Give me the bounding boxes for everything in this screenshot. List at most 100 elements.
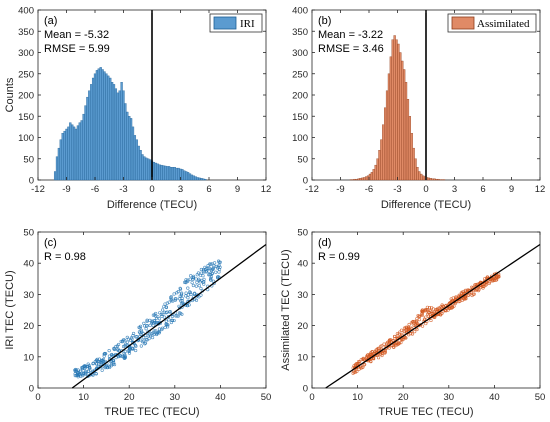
panel-d-xtick-label: 30 <box>444 392 455 403</box>
panel-c-point <box>161 308 165 312</box>
panel-b-bar <box>410 133 413 181</box>
panel-c-point <box>82 372 86 376</box>
panel-a-bar <box>109 77 112 181</box>
panel-c-point <box>163 325 167 330</box>
panel-d-point <box>407 326 411 330</box>
panel-c-point <box>128 338 133 342</box>
panel-c-point <box>201 280 205 284</box>
panel-a-bar <box>122 90 125 181</box>
panel-d-point <box>481 286 485 290</box>
panel-a-bar <box>156 163 159 181</box>
panel-d-point <box>372 357 376 361</box>
panel-c-point <box>91 362 95 366</box>
panel-a-bar <box>158 164 161 181</box>
panel-b-bar <box>435 178 438 181</box>
panel-c-point <box>139 328 143 332</box>
panel-c-point <box>167 318 171 322</box>
panel-a-bar <box>71 124 74 181</box>
panel-a-bar <box>103 71 106 181</box>
panel-b-mean: Mean = -3.22 <box>318 29 383 41</box>
panel-d-point <box>466 293 470 298</box>
panel-a-marks: -12 -9 -6 -3 0 3 6 9 12 0 50 100 150 200 250 300 350 400 <box>18 6 271 196</box>
panel-c-point <box>125 340 129 344</box>
panel-a-bar <box>167 166 171 181</box>
panel-a-xtick-label: 12 <box>261 184 272 195</box>
panel-b-ytick-label: 50 <box>297 154 308 165</box>
panel-d-xtick-label: 10 <box>352 392 363 403</box>
panel-c-point <box>83 364 87 368</box>
panel-a-bar <box>112 84 116 181</box>
panel-c-point <box>208 262 212 266</box>
panel-b-bar <box>414 158 417 181</box>
panel-b-ytick-label: 100 <box>292 133 308 144</box>
panel-a-bar <box>171 167 175 181</box>
panel-a-bar <box>80 120 83 181</box>
panel-c-point <box>97 359 101 364</box>
panel-c-point <box>150 335 155 340</box>
panel-c-point <box>139 344 143 348</box>
panel-c-xtick-label: 10 <box>78 392 89 403</box>
panel-d-point <box>457 293 461 297</box>
panel-c-point <box>211 279 216 283</box>
panel-c-point <box>191 277 195 282</box>
panel-a-xtick-label: -9 <box>62 184 70 195</box>
panel-b-ytick-label: 0 <box>303 176 308 187</box>
panel-a-bar <box>143 156 146 181</box>
panel-c-point <box>169 295 173 299</box>
panel-c-point <box>172 292 176 296</box>
panel-a-ytick-label: 0 <box>29 176 34 187</box>
panel-a-bar <box>188 173 192 181</box>
panel-d-point <box>492 278 497 282</box>
panel-a-bar <box>175 167 178 181</box>
panel-b-bar <box>380 139 383 181</box>
panel-c-point <box>107 365 112 370</box>
panel-c-point <box>164 319 168 323</box>
panel-c-point <box>214 270 218 274</box>
panel-c-point <box>150 332 154 336</box>
panel-c-point <box>210 271 214 275</box>
panel-b-legend-text: Assimilated <box>477 18 530 30</box>
panel-b-bar <box>361 177 364 181</box>
panel-c-point <box>143 342 147 346</box>
panel-a-bar <box>135 139 138 181</box>
panel-a-bar <box>63 130 66 181</box>
panel-d-point <box>420 324 425 328</box>
panel-b-bar <box>429 178 432 181</box>
panel-b-bar <box>401 60 404 181</box>
panel-c-point <box>80 366 85 371</box>
panel-d-point <box>374 348 379 352</box>
panel-a-bar <box>173 167 176 181</box>
panel-c-point <box>199 286 203 291</box>
panel-c-xtick-label: 40 <box>215 392 226 403</box>
panel-c-point <box>211 266 215 270</box>
panel-b-bar <box>387 73 391 181</box>
panel-c-point <box>166 315 171 319</box>
panel-d-point <box>427 305 432 310</box>
panel-c-point <box>195 280 199 284</box>
panel-c-point <box>172 318 176 323</box>
panel-b-bar <box>372 169 375 181</box>
panel-b-xlabel: Difference (TECU) <box>381 199 471 211</box>
panel-d-point <box>425 305 429 309</box>
panel-c-point <box>134 335 138 339</box>
panel-d-point <box>420 313 424 318</box>
panel-d-point <box>476 289 481 293</box>
panel-c-point <box>155 331 160 335</box>
panel-a-bar <box>192 175 195 181</box>
panel-c-axes-box <box>37 231 267 389</box>
panel-c-point <box>123 349 127 353</box>
panel-c-point <box>103 351 107 356</box>
panel-c-point <box>107 349 111 353</box>
panel-c-point <box>86 365 90 369</box>
panel-a-legend-swatch <box>213 16 237 30</box>
panel-d-point <box>494 278 498 282</box>
panel-b-xtick-label: -6 <box>365 184 373 195</box>
panel-a-xtick-label: -6 <box>91 184 99 195</box>
panel-d-point <box>482 282 486 286</box>
panel-b-xtick-label: -3 <box>393 184 401 195</box>
panel-d-point <box>461 292 465 296</box>
panel-b-ytick-label: 150 <box>292 112 308 123</box>
panel-c-point <box>190 281 194 285</box>
panel-b-bar <box>384 107 387 181</box>
panel-d-point <box>387 340 392 344</box>
